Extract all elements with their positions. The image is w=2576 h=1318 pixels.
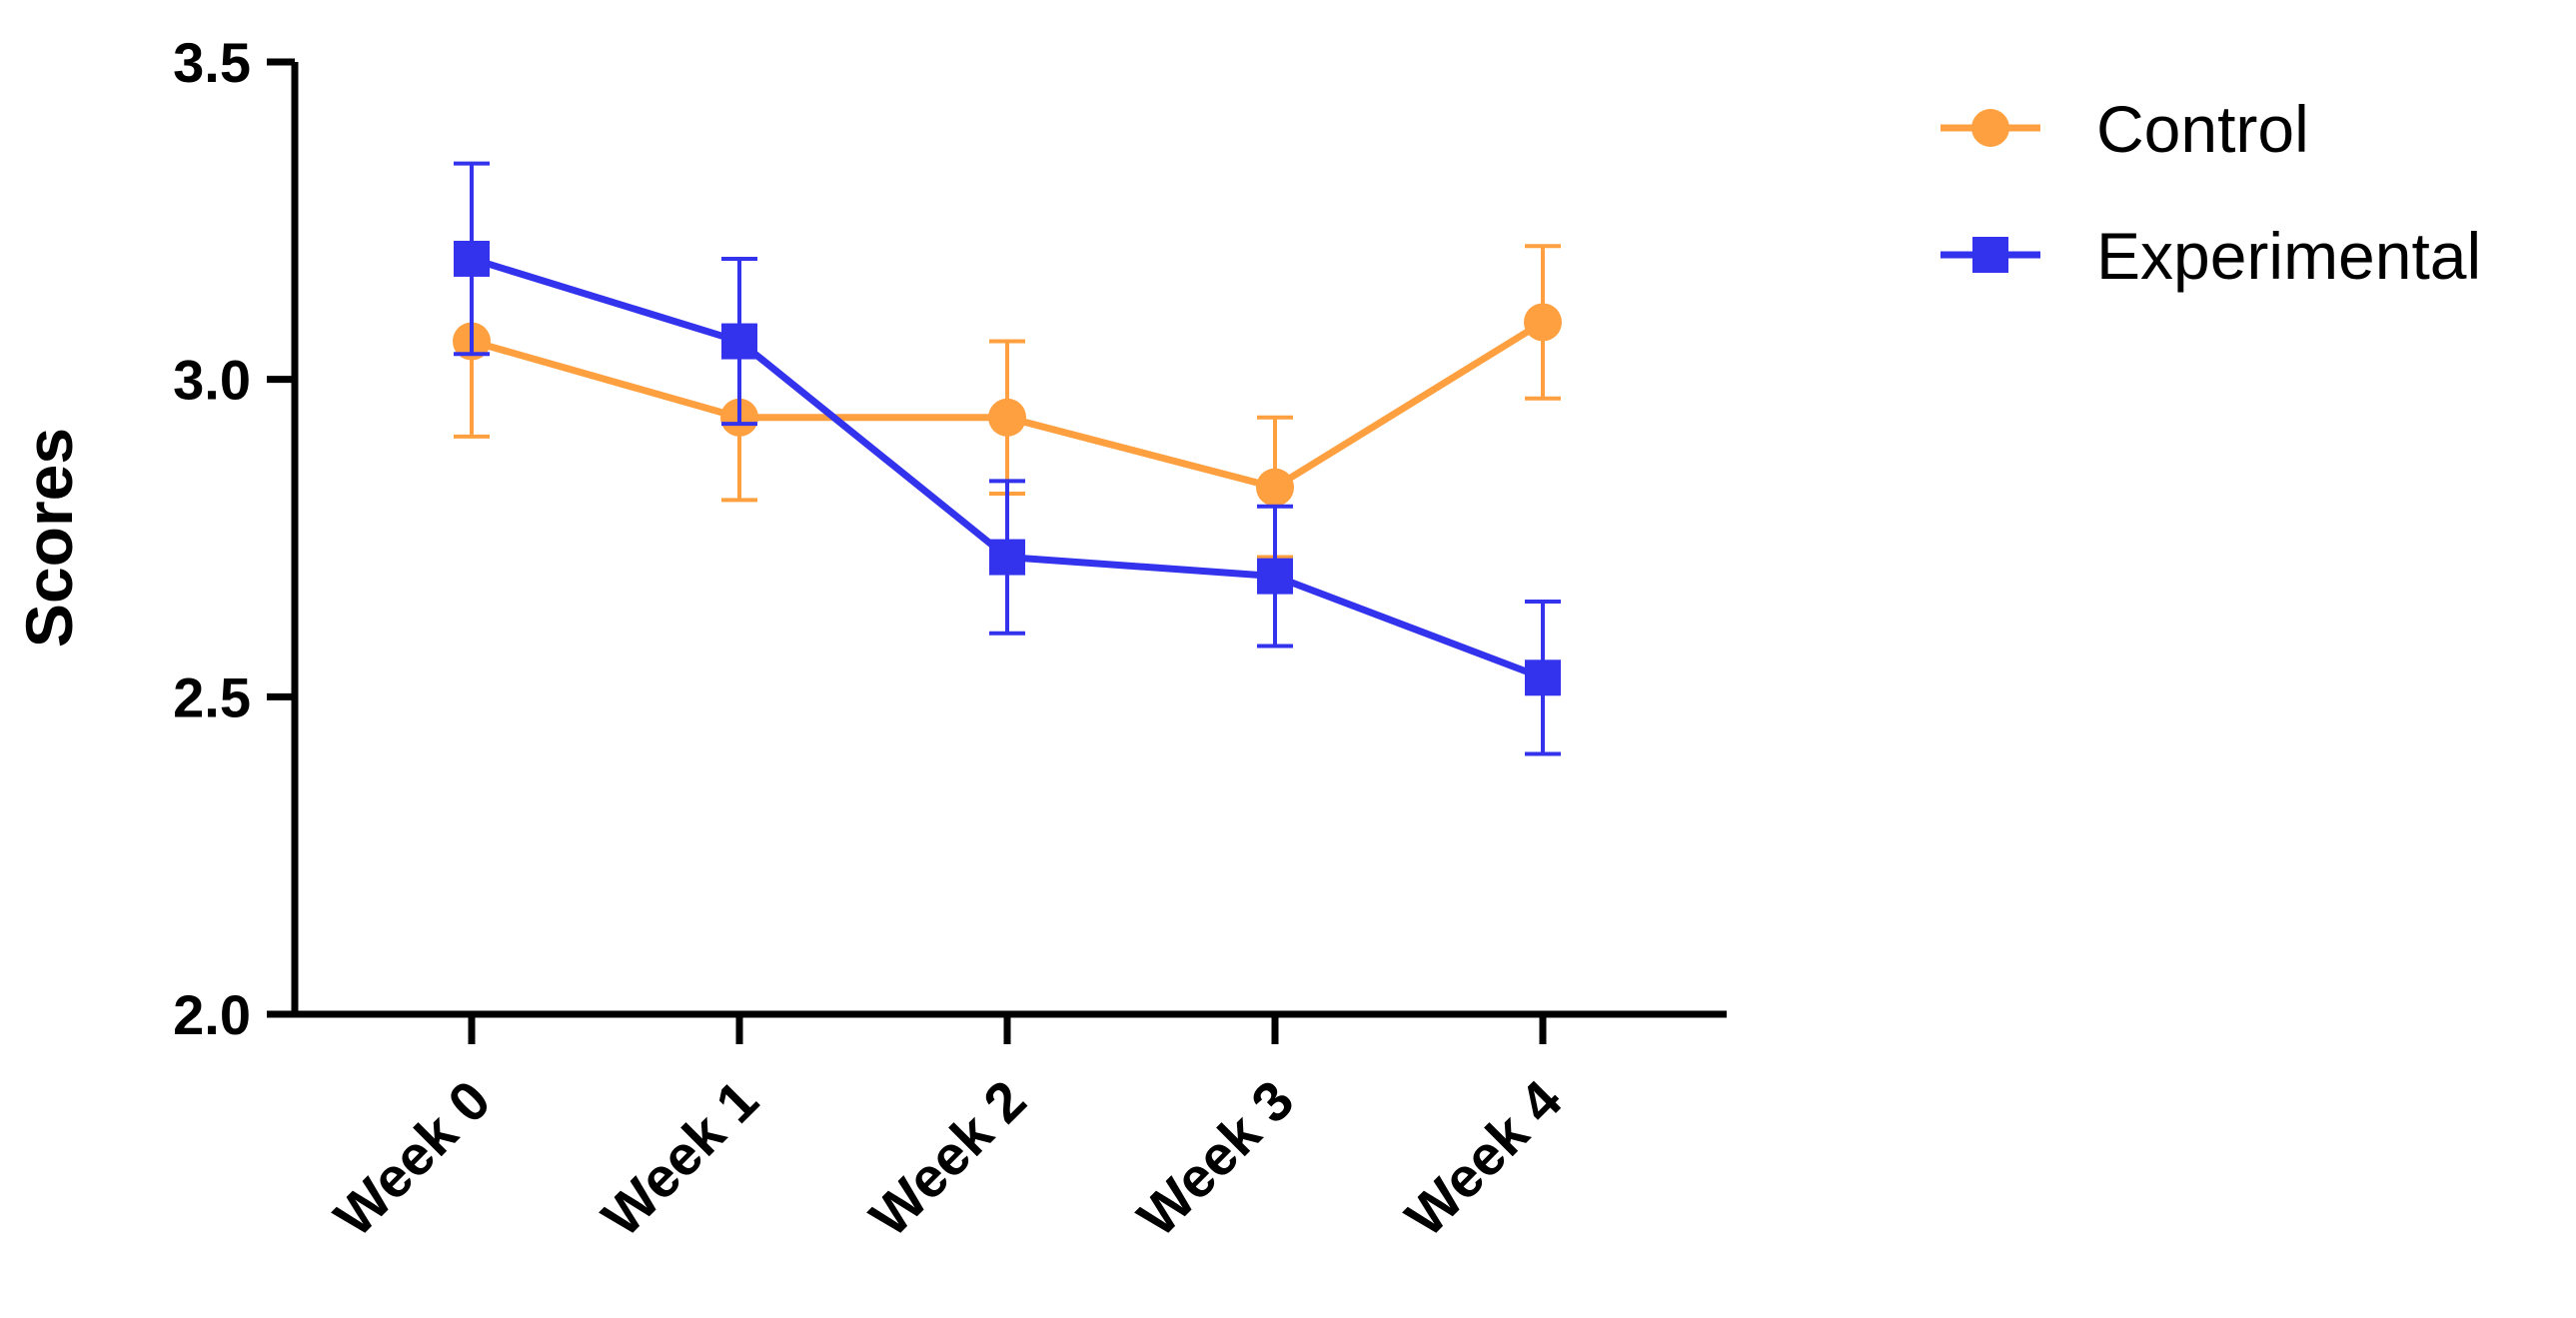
y-axis-title: Scores [12,428,86,648]
legend-marker [1971,109,2009,147]
data-point [1256,468,1294,507]
x-tick-label: Week 2 [857,1068,1037,1248]
legend-label: Control [2096,92,2309,166]
x-tick-label: Week 1 [590,1068,769,1248]
legend-item-experimental: Experimental [1940,219,2481,293]
y-tick-label: 2.5 [173,665,251,728]
legend-item-control: Control [1940,92,2309,166]
data-point [1525,659,1561,696]
x-tick-label: Week 4 [1393,1068,1573,1248]
y-tick-label: 2.0 [173,983,251,1046]
data-point [1257,558,1293,595]
x-tick-label: Week 0 [322,1068,502,1248]
data-point [454,240,490,277]
y-ticks: 2.0 2.5 3.0 3.5 [173,31,295,1046]
legend-label: Experimental [2096,219,2481,293]
x-tick-label: Week 3 [1125,1068,1305,1248]
legend-marker [1972,237,2008,273]
y-tick-label: 3.5 [173,31,251,94]
series-experimental [454,161,1561,756]
legend: Control Experimental [1940,92,2481,293]
data-point [989,539,1025,576]
series-layer [453,161,1562,756]
x-ticks: Week 0 Week 1 Week 2 Week 3 Week 4 [322,1014,1573,1248]
data-point [1524,303,1562,342]
data-point [721,323,757,360]
y-tick-label: 3.0 [173,349,251,412]
data-point [988,398,1026,437]
